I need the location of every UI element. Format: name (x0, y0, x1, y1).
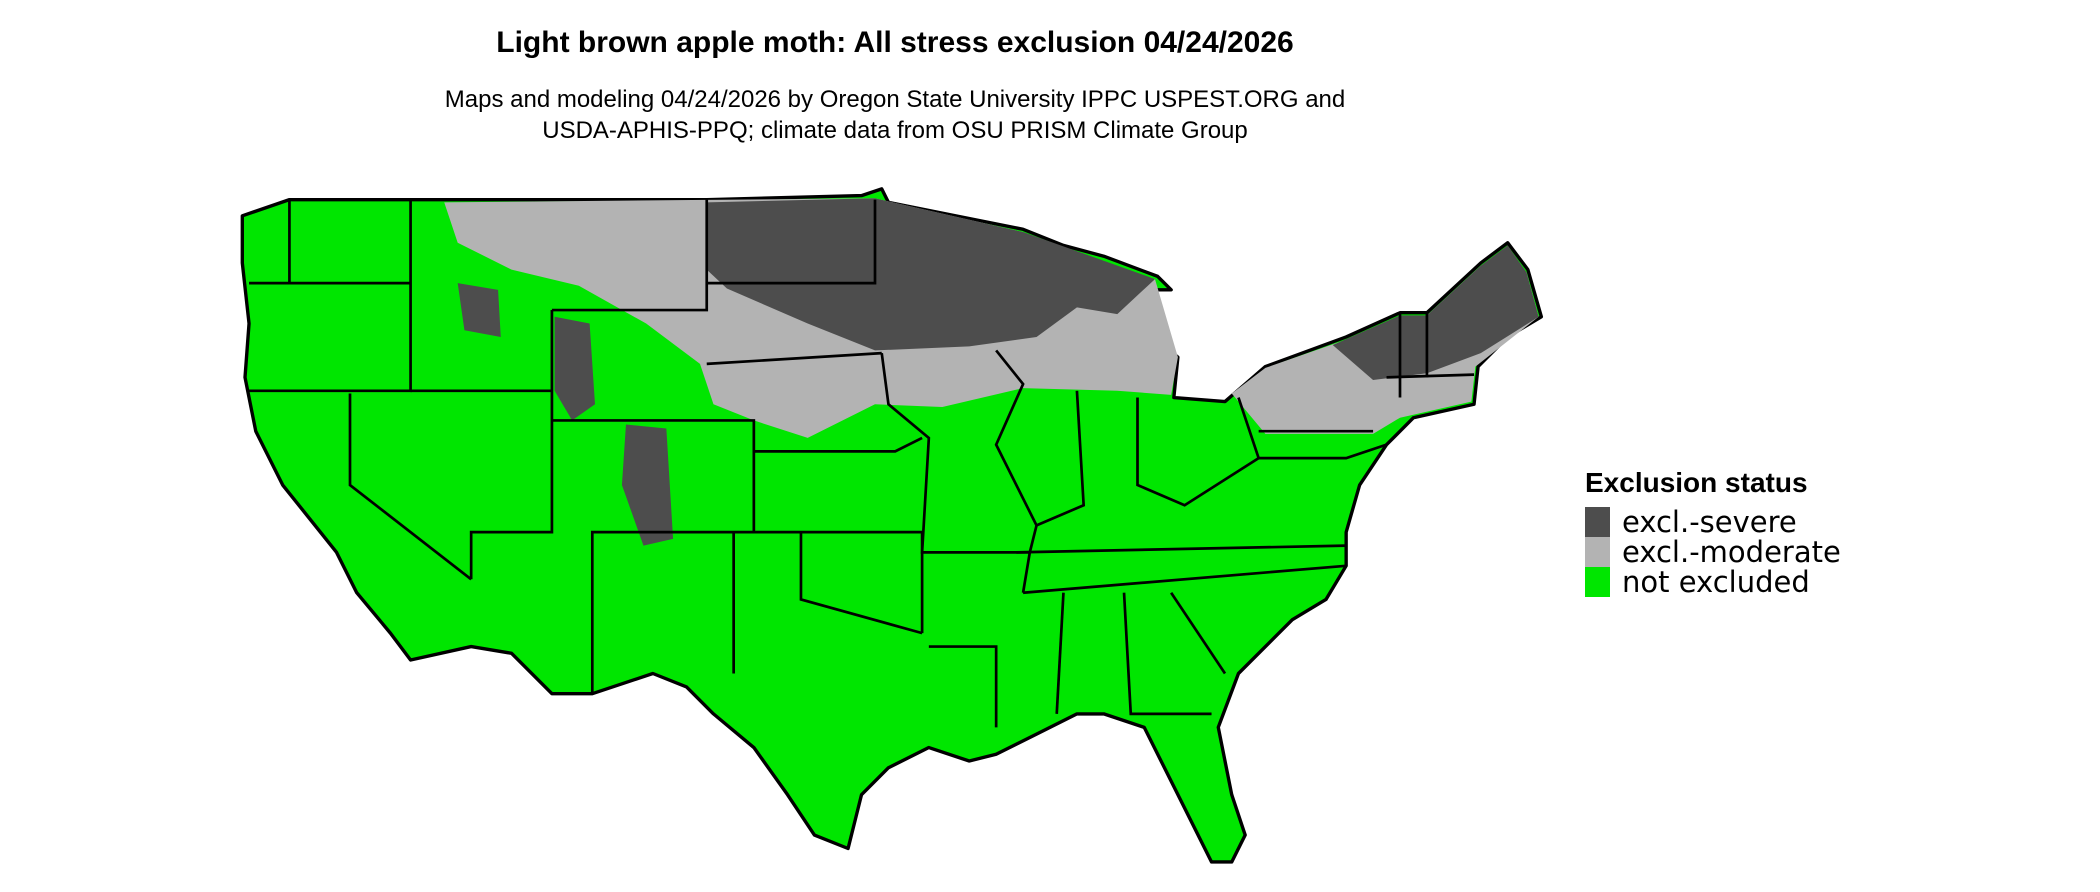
legend-swatch-moderate (1585, 537, 1610, 567)
legend-label: not excluded (1622, 565, 1810, 599)
legend-label: excl.-moderate (1622, 535, 1841, 569)
state-boundaries (249, 199, 1475, 728)
legend-title: Exclusion status (1585, 467, 1808, 498)
legend: Exclusion status excl.-severe excl.-mode… (1585, 467, 1841, 599)
legend-item-severe: excl.-severe (1585, 505, 1841, 539)
map-title: Light brown apple moth: All stress exclu… (496, 26, 1294, 59)
legend-label: excl.-severe (1622, 505, 1797, 539)
map-subtitle: Maps and modeling 04/24/2026 by Oregon S… (0, 84, 1790, 146)
legend-swatch-severe (1585, 507, 1610, 537)
legend-item-moderate: excl.-moderate (1585, 535, 1841, 569)
subtitle-line-2: USDA-APHIS-PPQ; climate data from OSU PR… (542, 117, 1248, 144)
legend-swatch-not-excluded (1585, 567, 1610, 597)
excl-severe-area-north (706, 198, 1155, 351)
excl-severe-area-rockies (457, 283, 674, 546)
excl-severe-area-northeast (1332, 245, 1539, 381)
subtitle-line-1: Maps and modeling 04/24/2026 by Oregon S… (444, 86, 1346, 113)
legend-item-not-excluded: not excluded (1585, 565, 1841, 599)
